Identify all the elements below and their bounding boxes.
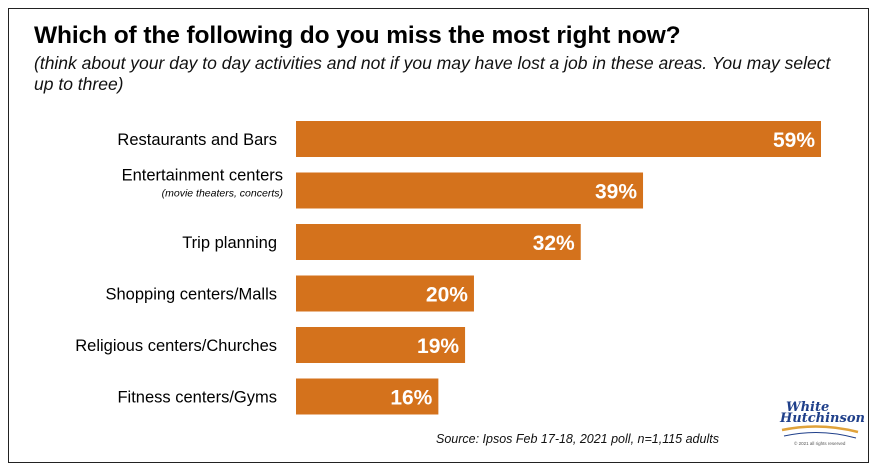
- data-label-3: 20%: [426, 284, 468, 307]
- logo-swoosh-icon: [781, 425, 859, 439]
- bar-1: [296, 172, 644, 209]
- data-label-1: 39%: [595, 181, 637, 204]
- category-label-2: Trip planning: [182, 234, 277, 252]
- category-label-3: Shopping centers/Malls: [105, 286, 277, 304]
- logo-text-line2: Hutchinson: [780, 411, 865, 426]
- category-label-1: Entertainment centers: [122, 167, 283, 185]
- logo-fine-print: © 2021 all rights reserved: [794, 441, 846, 446]
- source-note: Source: Ipsos Feb 17-18, 2021 poll, n=1,…: [436, 432, 719, 446]
- chart-subtitle: (think about your day to day activities …: [34, 53, 831, 94]
- data-label-5: 16%: [390, 387, 432, 410]
- bar-2: [296, 224, 581, 260]
- chart-title: Which of the following do you miss the m…: [34, 22, 681, 49]
- bar-0: [296, 121, 821, 157]
- data-label-2: 32%: [533, 232, 575, 255]
- category-label-5: Fitness centers/Gyms: [117, 389, 277, 407]
- category-note-1: (movie theaters, concerts): [162, 188, 283, 200]
- bar-3: [296, 275, 474, 312]
- category-label-0: Restaurants and Bars: [117, 131, 277, 149]
- bar-4: [296, 327, 466, 363]
- bar-5: [296, 378, 439, 415]
- category-label-4: Religious centers/Churches: [75, 337, 277, 355]
- data-label-0: 59%: [773, 129, 815, 152]
- logo-text-line1: White: [786, 400, 830, 415]
- white-hutchinson-logo: White Hutchinson © 2021 all rights reser…: [780, 400, 865, 452]
- data-label-4: 19%: [417, 335, 459, 358]
